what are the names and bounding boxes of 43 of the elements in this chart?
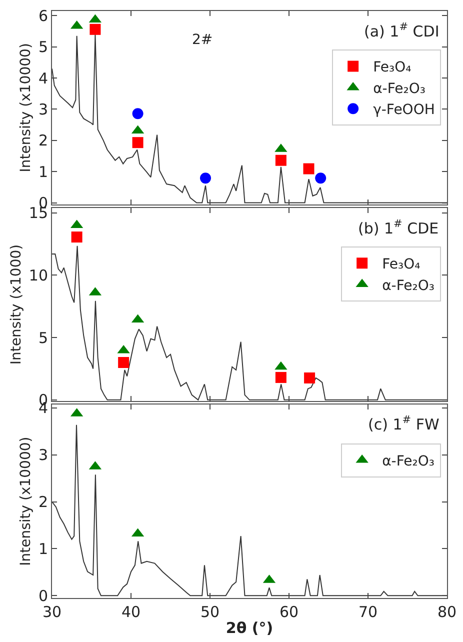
y-axis-title: Intensity (x10000) [18,43,34,172]
y-tick-label: 1 [38,162,48,181]
legend-label: Fe₃O₄ [382,256,421,273]
x-tick-label: 40 [121,603,141,621]
x-tick-label: 30 [42,603,62,621]
point [132,137,144,148]
y-tick-label: 3 [38,446,48,464]
y-tick-label: 10 [28,266,48,284]
y-axis-title: Intensity (x10000) [18,436,34,566]
y-tick-label: 1 [38,540,48,558]
y-tick-label: 5 [38,38,48,56]
y-tick-label: 2 [38,132,48,150]
y-tick-label: 0 [38,586,48,605]
text: (a) 1$^{#}$ CDI [364,21,440,40]
point [275,372,286,383]
point [304,372,316,384]
legend-label: γ-FeOOH [373,102,435,118]
x-tick-label: 70 [358,603,378,621]
y-tick-label: 6 [38,6,48,25]
x-tick-label: 60 [279,603,299,621]
y-tick-label: 5 [38,328,48,347]
x-tick-label: 50 [200,603,220,621]
legend-label: α-Fe₂O₃ [373,80,426,97]
y-tick-label: 4 [38,69,48,88]
legend-label: α-Fe₂O₃ [382,453,435,470]
y-tick-label: 2 [38,493,48,512]
text: (c) 1$^{#}$ FW [368,414,440,434]
text: (b) 1$^{#}$ CDE [358,218,439,238]
point [315,172,326,184]
y-tick-label: 3 [38,100,48,118]
x-axis-title: 2θ (°) [226,619,274,637]
point [118,356,130,368]
point [200,172,211,184]
x-tick-label: 80 [437,603,457,621]
annotation: 2# [192,32,213,48]
point [303,163,314,174]
y-axis-title: Intensity (x1000) [8,244,25,365]
legend-label: α-Fe₂O₃ [382,278,435,294]
point [90,24,101,35]
legend-label: Fe₃O₄ [373,60,412,76]
point [132,108,144,120]
point [275,154,286,166]
point [71,232,82,243]
